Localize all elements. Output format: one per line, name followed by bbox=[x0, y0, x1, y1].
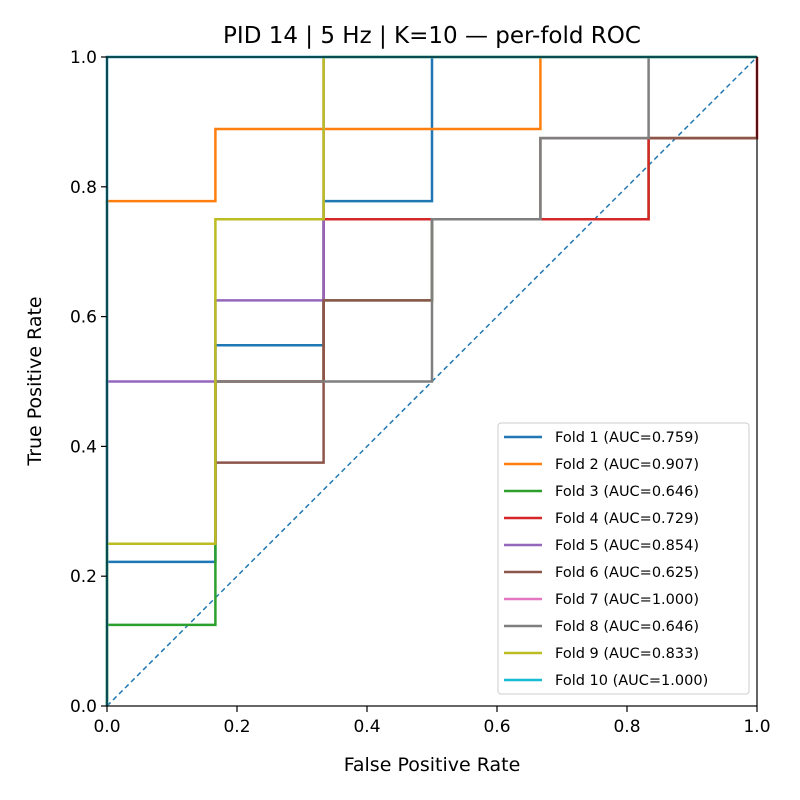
x-tick-label: 0.4 bbox=[353, 717, 380, 737]
legend-label-fold-9: Fold 9 (AUC=0.833) bbox=[555, 646, 699, 662]
plot-frame bbox=[106, 56, 758, 707]
legend-label-fold-2: Fold 2 (AUC=0.907) bbox=[555, 457, 699, 473]
y-tick-label: 0.2 bbox=[70, 567, 97, 587]
legend: Fold 1 (AUC=0.759) Fold 2 (AUC=0.907) Fold… bbox=[497, 422, 750, 695]
legend-label-fold-8: Fold 8 (AUC=0.646) bbox=[555, 619, 699, 635]
x-tick-label: 1.0 bbox=[743, 717, 770, 737]
legend-label-fold-6: Fold 6 (AUC=0.625) bbox=[555, 565, 699, 581]
legend-label-fold-5: Fold 5 (AUC=0.854) bbox=[555, 538, 699, 554]
legend-label-fold-1: Fold 1 (AUC=0.759) bbox=[555, 430, 699, 446]
y-tick-label: 0.0 bbox=[70, 697, 97, 717]
x-tick-label: 0.6 bbox=[483, 717, 510, 737]
y-tick-label: 0.4 bbox=[70, 437, 97, 457]
y-tick-label: 1.0 bbox=[70, 48, 97, 68]
y-axis-label: True Positive Rate bbox=[24, 296, 46, 466]
y-tick-label: 0.6 bbox=[70, 308, 97, 328]
chart-title: PID 14 | 5 Hz | K=10 — per-fold ROC bbox=[223, 23, 641, 49]
axes-layer: 0.0 0.2 0.4 0.6 0.8 1.0 0.0 0.2 0.4 0.6 0.8 1.0 bbox=[70, 48, 771, 737]
x-tick-label: 0.8 bbox=[613, 717, 640, 737]
legend-label-fold-4: Fold 4 (AUC=0.729) bbox=[555, 511, 699, 527]
legend-box bbox=[497, 422, 750, 695]
legend-label-fold-7: Fold 7 (AUC=1.000) bbox=[555, 592, 699, 608]
x-tick-label: 0.2 bbox=[223, 717, 250, 737]
y-tick-label: 0.8 bbox=[70, 178, 97, 198]
legend-label-fold-3: Fold 3 (AUC=0.646) bbox=[555, 484, 699, 500]
x-tick-label: 0.0 bbox=[93, 717, 120, 737]
x-axis-label: False Positive Rate bbox=[344, 754, 521, 776]
legend-label-fold-10: Fold 10 (AUC=1.000) bbox=[555, 673, 708, 689]
